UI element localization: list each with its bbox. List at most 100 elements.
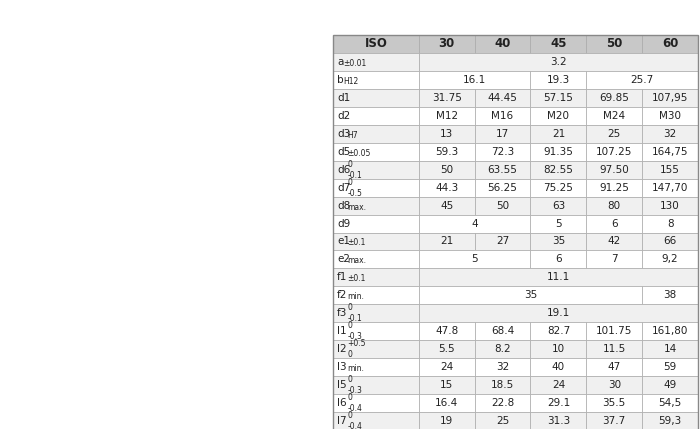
Bar: [419, 269, 698, 287]
Text: 10: 10: [552, 344, 565, 354]
Text: 4: 4: [471, 218, 478, 229]
Bar: [642, 233, 698, 251]
Text: 63: 63: [552, 201, 565, 211]
Bar: [531, 143, 587, 161]
Text: 8: 8: [667, 218, 673, 229]
Bar: [475, 340, 531, 358]
Bar: [642, 358, 698, 376]
Bar: [587, 394, 642, 412]
Text: -0.4: -0.4: [347, 404, 363, 413]
Bar: [333, 214, 419, 233]
Bar: [333, 35, 698, 429]
Bar: [333, 178, 419, 196]
Bar: [587, 412, 642, 429]
Bar: [642, 107, 698, 125]
Text: 30: 30: [608, 380, 621, 390]
Bar: [587, 376, 642, 394]
Bar: [587, 143, 642, 161]
Bar: [333, 340, 419, 358]
Bar: [531, 394, 587, 412]
Text: min.: min.: [347, 364, 364, 373]
Text: 21: 21: [440, 236, 454, 247]
Text: 7: 7: [611, 254, 617, 264]
Bar: [419, 71, 531, 89]
Text: l1: l1: [337, 326, 346, 336]
Text: 31.75: 31.75: [432, 93, 461, 103]
Bar: [475, 161, 531, 178]
Bar: [587, 233, 642, 251]
Bar: [333, 269, 419, 287]
Text: 13: 13: [440, 129, 454, 139]
Bar: [419, 376, 475, 394]
Bar: [333, 35, 419, 53]
Text: 107,95: 107,95: [652, 93, 688, 103]
Text: 54,5: 54,5: [659, 398, 682, 408]
Bar: [531, 412, 587, 429]
Text: 19.3: 19.3: [547, 75, 570, 85]
Text: 17: 17: [496, 129, 509, 139]
Text: 0: 0: [347, 303, 352, 312]
Text: d3: d3: [337, 129, 350, 139]
Text: max.: max.: [347, 202, 366, 211]
Bar: [475, 412, 531, 429]
Text: l5: l5: [337, 380, 346, 390]
Text: 16.1: 16.1: [463, 75, 486, 85]
Bar: [419, 53, 698, 71]
Text: ±0.1: ±0.1: [347, 239, 366, 248]
Bar: [333, 53, 419, 71]
Text: 3.2: 3.2: [550, 57, 567, 67]
Text: 14: 14: [664, 344, 677, 354]
Bar: [333, 71, 419, 89]
Text: 49: 49: [664, 380, 677, 390]
Text: f1: f1: [337, 272, 347, 282]
Text: H12: H12: [343, 77, 358, 86]
Text: 155: 155: [660, 165, 680, 175]
Text: b: b: [337, 75, 344, 85]
Text: 25: 25: [608, 129, 621, 139]
Bar: [531, 196, 587, 214]
Text: min.: min.: [347, 292, 364, 301]
Text: 21: 21: [552, 129, 565, 139]
Text: 15: 15: [440, 380, 454, 390]
Text: 72.3: 72.3: [491, 147, 514, 157]
Text: e2: e2: [337, 254, 350, 264]
Bar: [419, 143, 475, 161]
Bar: [587, 125, 642, 143]
Text: max.: max.: [347, 257, 366, 266]
Text: 0: 0: [347, 178, 352, 187]
Bar: [642, 394, 698, 412]
Text: 22.8: 22.8: [491, 398, 514, 408]
Text: 31.3: 31.3: [547, 416, 570, 426]
Bar: [333, 125, 419, 143]
Text: 42: 42: [608, 236, 621, 247]
Text: 45: 45: [440, 201, 454, 211]
Text: M16: M16: [491, 111, 514, 121]
Bar: [475, 107, 531, 125]
Text: 0: 0: [347, 393, 352, 402]
Text: a: a: [337, 57, 344, 67]
Text: 0: 0: [347, 411, 352, 420]
Text: 68.4: 68.4: [491, 326, 514, 336]
Text: 35: 35: [552, 236, 565, 247]
Bar: [587, 340, 642, 358]
Bar: [531, 71, 587, 89]
Text: 18.5: 18.5: [491, 380, 514, 390]
Bar: [419, 233, 475, 251]
Text: 0: 0: [347, 375, 352, 384]
Text: 59.3: 59.3: [435, 147, 458, 157]
Bar: [642, 340, 698, 358]
Text: 38: 38: [664, 290, 677, 300]
Bar: [531, 340, 587, 358]
Text: -0.3: -0.3: [347, 386, 363, 395]
Text: 50: 50: [606, 37, 622, 51]
Bar: [642, 125, 698, 143]
Bar: [642, 143, 698, 161]
Text: 0: 0: [347, 350, 352, 359]
Bar: [642, 412, 698, 429]
Bar: [333, 196, 419, 214]
Bar: [0, 0, 333, 429]
Bar: [333, 89, 419, 107]
Bar: [419, 251, 531, 269]
Text: l6: l6: [337, 398, 346, 408]
Text: 6: 6: [611, 218, 617, 229]
